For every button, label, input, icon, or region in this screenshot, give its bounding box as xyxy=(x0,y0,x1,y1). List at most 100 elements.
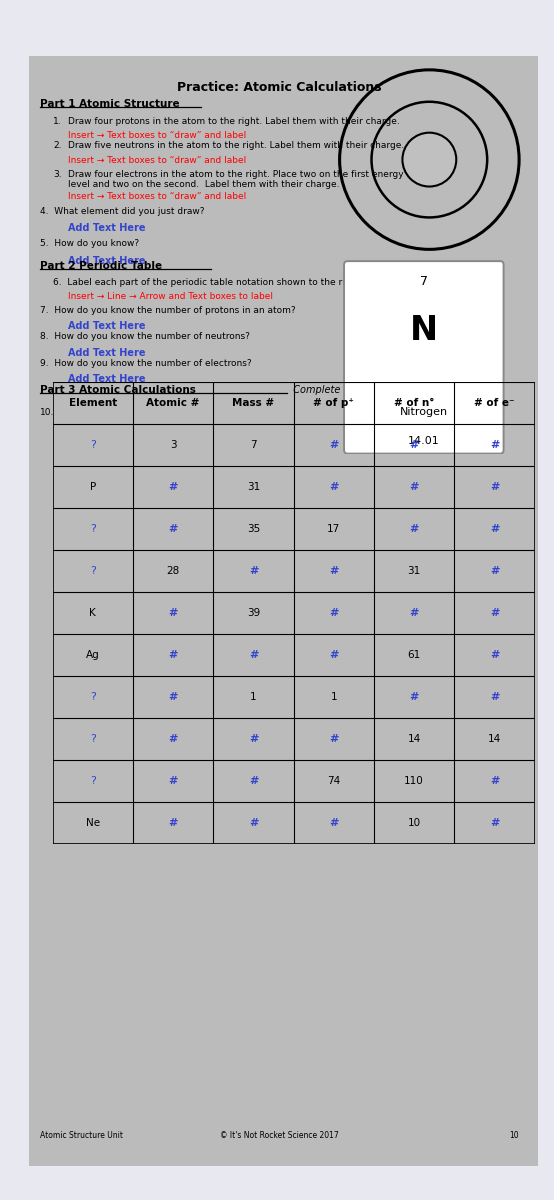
Text: ?: ? xyxy=(90,439,96,450)
Text: 10: 10 xyxy=(510,1132,519,1140)
Text: Ag: Ag xyxy=(86,649,100,660)
Text: #: # xyxy=(409,439,419,450)
Text: 10.: 10. xyxy=(40,408,55,416)
Text: #: # xyxy=(249,775,258,786)
Text: 6.  Label each part of the periodic table notation shown to the right.: 6. Label each part of the periodic table… xyxy=(53,277,363,287)
Text: 7: 7 xyxy=(250,439,257,450)
Text: #: # xyxy=(490,775,499,786)
Text: #: # xyxy=(168,523,178,534)
Text: #: # xyxy=(490,523,499,534)
Text: Insert → Line → Arrow and Text boxes to label: Insert → Line → Arrow and Text boxes to … xyxy=(68,292,273,301)
Text: #: # xyxy=(490,691,499,702)
Text: Draw five neutrons in the atom to the right. Label them with their charge.: Draw five neutrons in the atom to the ri… xyxy=(68,142,404,150)
Text: #: # xyxy=(409,691,419,702)
Text: #: # xyxy=(329,649,338,660)
Text: 35: 35 xyxy=(247,523,260,534)
Text: ?: ? xyxy=(90,565,96,576)
Text: 31: 31 xyxy=(247,481,260,492)
Text: N: N xyxy=(410,313,438,347)
Text: #: # xyxy=(490,649,499,660)
Text: Atomic Structure Unit: Atomic Structure Unit xyxy=(40,1132,123,1140)
Text: 7: 7 xyxy=(420,275,428,288)
Text: #: # xyxy=(329,439,338,450)
Text: Part 1 Atomic Structure: Part 1 Atomic Structure xyxy=(40,100,180,109)
Text: 3: 3 xyxy=(170,439,176,450)
Text: Atomic #: Atomic # xyxy=(146,397,200,408)
Text: # of e⁻: # of e⁻ xyxy=(474,397,515,408)
Text: #: # xyxy=(168,733,178,744)
Text: Practice: Atomic Calculations: Practice: Atomic Calculations xyxy=(177,82,382,95)
Text: #: # xyxy=(168,817,178,828)
Text: #: # xyxy=(409,523,419,534)
Text: #: # xyxy=(490,565,499,576)
Text: 61: 61 xyxy=(408,649,420,660)
Text: Insert → Text boxes to “draw” and label: Insert → Text boxes to “draw” and label xyxy=(68,156,247,164)
Text: #: # xyxy=(329,481,338,492)
Text: # of p⁺: # of p⁺ xyxy=(314,397,354,408)
Text: Mass #: Mass # xyxy=(232,397,275,408)
Text: Draw four protons in the atom to the right. Label them with their charge.: Draw four protons in the atom to the rig… xyxy=(68,116,400,126)
Text: 14.01: 14.01 xyxy=(408,436,440,446)
FancyBboxPatch shape xyxy=(344,262,504,454)
Text: ?: ? xyxy=(90,691,96,702)
Text: 8.  How do you know the number of neutrons?: 8. How do you know the number of neutron… xyxy=(40,332,250,341)
Text: Part 3 Atomic Calculations: Part 3 Atomic Calculations xyxy=(40,385,196,396)
Text: Add Text Here: Add Text Here xyxy=(68,322,146,331)
Text: 10: 10 xyxy=(408,817,420,828)
Text: Element: Element xyxy=(69,397,117,408)
Text: #: # xyxy=(490,817,499,828)
Text: #: # xyxy=(168,691,178,702)
Text: Part 2 Periodic Table: Part 2 Periodic Table xyxy=(40,262,162,271)
Text: 9.  How do you know the number of electrons?: 9. How do you know the number of electro… xyxy=(40,359,252,367)
Text: #: # xyxy=(249,565,258,576)
Text: 31: 31 xyxy=(408,565,420,576)
Text: Nitrogen: Nitrogen xyxy=(400,407,448,416)
Text: Complete the chart below.: Complete the chart below. xyxy=(288,385,423,396)
Text: 2.: 2. xyxy=(53,142,61,150)
Text: 39: 39 xyxy=(247,607,260,618)
Text: P: P xyxy=(90,481,96,492)
Text: 74: 74 xyxy=(327,775,340,786)
Text: ?: ? xyxy=(90,775,96,786)
Text: #: # xyxy=(249,649,258,660)
Text: #: # xyxy=(329,607,338,618)
Text: #: # xyxy=(409,607,419,618)
Text: 1: 1 xyxy=(331,691,337,702)
Text: Insert → Text boxes to “draw” and label: Insert → Text boxes to “draw” and label xyxy=(68,131,247,140)
Circle shape xyxy=(402,133,456,186)
Text: #: # xyxy=(168,607,178,618)
Text: #: # xyxy=(409,481,419,492)
Text: ?: ? xyxy=(90,733,96,744)
Text: 28: 28 xyxy=(167,565,179,576)
Text: #: # xyxy=(329,733,338,744)
Text: 3.: 3. xyxy=(53,170,61,179)
Text: 14: 14 xyxy=(408,733,420,744)
Text: ?: ? xyxy=(90,523,96,534)
Text: Add Text Here: Add Text Here xyxy=(68,256,146,265)
Text: #: # xyxy=(168,481,178,492)
Text: #: # xyxy=(329,817,338,828)
Text: #: # xyxy=(249,817,258,828)
Text: © It's Not Rocket Science 2017: © It's Not Rocket Science 2017 xyxy=(220,1132,339,1140)
Text: Add Text Here: Add Text Here xyxy=(68,374,146,384)
Text: #: # xyxy=(168,649,178,660)
Text: # of n°: # of n° xyxy=(394,397,434,408)
Text: Insert → Text boxes to “draw” and label: Insert → Text boxes to “draw” and label xyxy=(68,192,247,202)
Text: 14: 14 xyxy=(488,733,501,744)
Text: Add Text Here: Add Text Here xyxy=(68,348,146,358)
Text: Ne: Ne xyxy=(86,817,100,828)
Text: K: K xyxy=(89,607,96,618)
Text: #: # xyxy=(490,439,499,450)
Text: 110: 110 xyxy=(404,775,424,786)
Text: #: # xyxy=(490,481,499,492)
Text: Add Text Here: Add Text Here xyxy=(68,223,146,233)
Text: #: # xyxy=(490,607,499,618)
Text: #: # xyxy=(168,775,178,786)
Text: #: # xyxy=(329,565,338,576)
Text: 7.  How do you know the number of protons in an atom?: 7. How do you know the number of protons… xyxy=(40,306,296,314)
Text: 17: 17 xyxy=(327,523,340,534)
Text: 1: 1 xyxy=(250,691,257,702)
Text: 5.  How do you know?: 5. How do you know? xyxy=(40,239,140,248)
Text: 1.: 1. xyxy=(53,116,61,126)
Text: 4.  What element did you just draw?: 4. What element did you just draw? xyxy=(40,206,205,216)
